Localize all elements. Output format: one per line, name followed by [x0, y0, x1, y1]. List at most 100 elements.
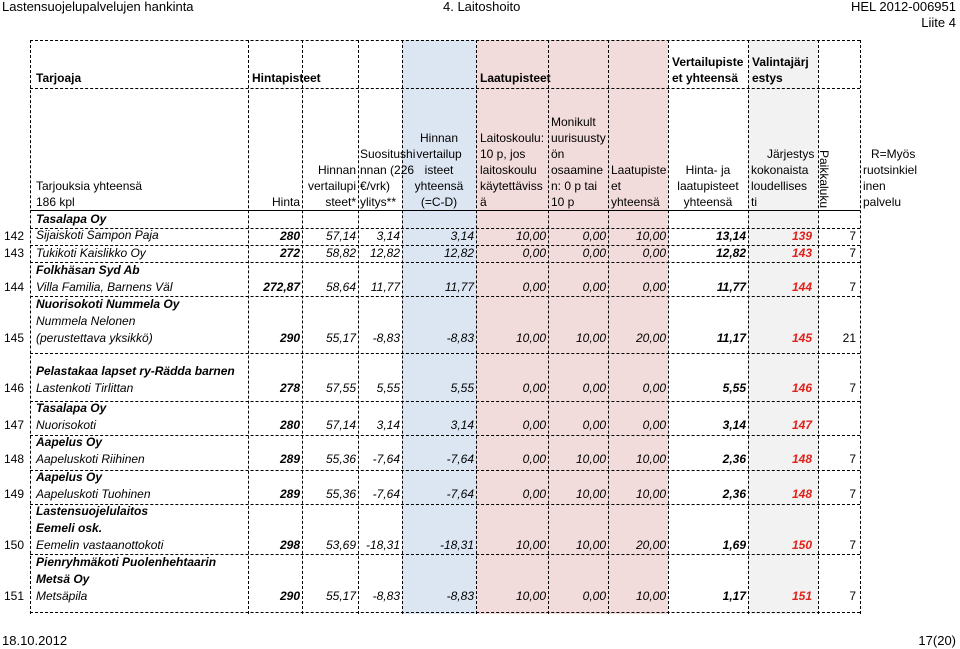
row-number: 142 [3, 229, 25, 243]
cell-lk: 10,00 [515, 589, 546, 603]
col-hinta: Hinta [271, 195, 300, 209]
cell-hvy: -8,83 [446, 331, 474, 345]
cell-hvp: 53,69 [325, 538, 356, 552]
cell-pk: 7 [849, 246, 856, 260]
cell-hvy: -8,83 [446, 589, 474, 603]
pink-band [476, 40, 668, 614]
col-laitoskoulu: Laitoskoulu: 10 p, jos laitoskoulu käytettä… [480, 131, 545, 209]
cell-hvy: 11,77 [444, 280, 474, 294]
provider-name: Metsä Oy [36, 572, 90, 586]
unit-name: (perustettava yksikkö) [36, 331, 153, 345]
footer-date: 18.10.2012 [2, 633, 68, 648]
cell-pk: 7 [849, 589, 856, 603]
row-number: 147 [3, 418, 25, 432]
cell-mk: 0,00 [582, 418, 606, 432]
cell-hl: 2,36 [722, 487, 746, 501]
cell-hl: 5,55 [722, 381, 746, 395]
col-ruotsinkielinen: R=Myös ruotsinkiel inen palvelu [863, 147, 918, 209]
cell-lpy: 10,00 [635, 452, 666, 466]
cell-lpy: 0,00 [642, 280, 666, 294]
col-suositushinnan: Suositushi nnan (226 €/vrk) ylitys** [360, 147, 416, 209]
cell-hvy: -7,64 [446, 452, 474, 466]
col-hinnan-vertailupisteet: Hinnan vertailupi steet* [307, 163, 356, 209]
cell-hvp: 55,36 [325, 452, 356, 466]
cell-lk: 10,00 [515, 538, 546, 552]
cell-rank: 144 [791, 280, 812, 294]
cell-hvp: 55,17 [325, 331, 356, 345]
unit-name: Aapeluskoti Tuohinen [36, 487, 151, 501]
group-vertailupisteet: Vertailupiste et yhteensä [672, 55, 744, 85]
cell-lpy: 10,00 [635, 487, 666, 501]
cell-mk: 10,00 [575, 452, 606, 466]
row-number: 146 [3, 381, 25, 395]
cell-pk: 7 [849, 229, 856, 243]
cell-hinta: 280 [279, 418, 300, 432]
cell-lpy: 0,00 [642, 381, 666, 395]
cell-hinta: 290 [279, 589, 300, 603]
unit-name: Villa Familia, Barnens Väl [36, 280, 173, 294]
cell-ylitys: 11,77 [370, 280, 400, 294]
cell-lk: 0,00 [522, 246, 546, 260]
cell-lk: 10,00 [515, 331, 546, 345]
cell-hl: 1,17 [722, 589, 746, 603]
cell-ylitys: -18,31 [365, 538, 400, 552]
cell-hvp: 55,36 [325, 487, 356, 501]
cell-lk: 0,00 [522, 487, 546, 501]
cell-ylitys: 3,14 [376, 418, 400, 432]
cell-hl: 3,14 [722, 418, 746, 432]
cell-hvp: 57,14 [325, 229, 356, 243]
header-center: 4. Laitoshoito [443, 0, 521, 14]
cell-mk: 10,00 [575, 331, 606, 345]
cell-hinta: 290 [279, 331, 300, 345]
cell-hl: 13,14 [715, 229, 746, 243]
provider-name: Pelastakaa lapset ry-Rädda barnen [36, 364, 235, 378]
cell-pk: 21 [842, 331, 856, 345]
cell-rank: 148 [791, 452, 812, 466]
col-monikulttuurisuus: Monikult uurisuusty ön osaamine n: 0 p tai 10… [551, 115, 606, 209]
unit-name: Metsäpila [36, 589, 88, 603]
cell-pk: 7 [849, 452, 856, 466]
provider-name: Aapelus Oy [36, 470, 103, 484]
cell-rank: 145 [791, 331, 812, 345]
cell-hinta: 289 [279, 487, 300, 501]
cell-ylitys: 5,55 [376, 381, 400, 395]
cell-lk: 0,00 [522, 381, 546, 395]
group-laatupisteet: Laatupisteet [480, 71, 551, 85]
cell-hl: 12,82 [715, 246, 746, 260]
cell-pk: 7 [849, 280, 856, 294]
cell-mk: 0,00 [582, 280, 606, 294]
cell-hvp: 57,55 [325, 381, 356, 395]
cell-hinta: 280 [279, 229, 300, 243]
cell-lpy: 0,00 [642, 246, 666, 260]
cell-hinta: 272,87 [263, 280, 300, 294]
provider-name: Nummela Nelonen [36, 314, 136, 328]
cell-lpy: 20,00 [635, 331, 666, 345]
cell-hvy: 5,55 [450, 381, 474, 395]
cell-hinta: 272 [279, 246, 300, 260]
cell-ylitys: -7,64 [372, 487, 400, 501]
cell-hvy: 3,14 [450, 229, 474, 243]
cell-hvp: 58,82 [325, 246, 356, 260]
cell-rank: 143 [791, 246, 812, 260]
row-number: 144 [3, 280, 25, 294]
cell-lk: 0,00 [522, 452, 546, 466]
cell-rank: 147 [791, 418, 812, 432]
cell-ylitys: 3,14 [376, 229, 400, 243]
footer-page: 17(20) [918, 633, 956, 648]
cell-hl: 1,69 [722, 538, 746, 552]
cell-hvp: 57,14 [325, 418, 356, 432]
cell-lpy: 20,00 [635, 538, 666, 552]
cell-hinta: 289 [279, 452, 300, 466]
col-tarjouksia: Tarjouksia yhteensä 186 kpl [36, 179, 143, 209]
row-number: 150 [3, 538, 25, 552]
provider-name: Aapelus Oy [36, 435, 103, 449]
cell-hl: 11,77 [716, 280, 746, 294]
col-jarjestys: Järjestys kokonaista loudellises ti [751, 147, 815, 209]
row-number: 149 [3, 487, 25, 501]
cell-lk: 10,00 [515, 229, 546, 243]
cell-lk: 0,00 [522, 418, 546, 432]
col-hinta-ja-laatu: Hinta- ja laatupisteet yhteensä [677, 163, 739, 209]
cell-hvy: -7,64 [446, 487, 474, 501]
cell-rank: 150 [791, 538, 812, 552]
header-ref: HEL 2012-006951 [850, 0, 956, 14]
